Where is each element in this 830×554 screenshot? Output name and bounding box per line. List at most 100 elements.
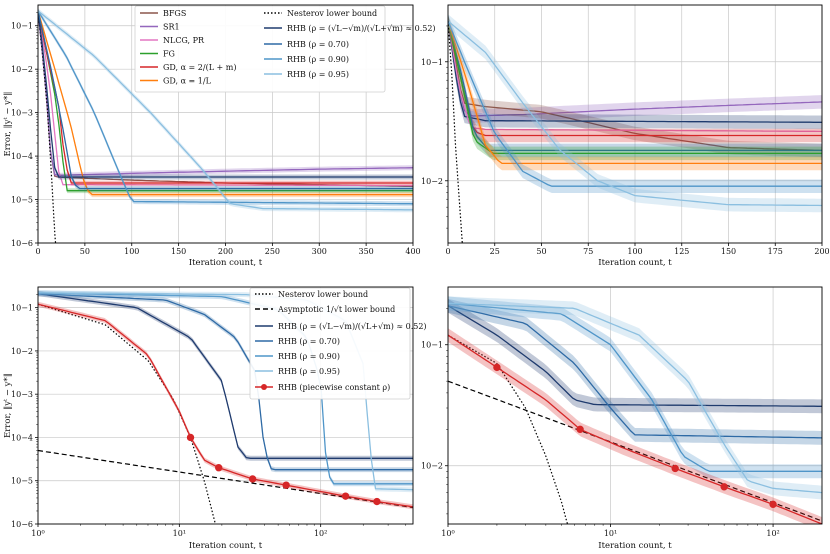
series-line (38, 303, 216, 524)
legend-label: RHB (ρ = 0.95) (278, 367, 340, 376)
x-tick-label: 25 (490, 247, 500, 256)
y-tick-label: 10−2 (421, 462, 443, 471)
series-line (38, 10, 413, 205)
series-line (38, 10, 57, 243)
x-tick-label: 10¹ (604, 529, 617, 538)
legend-label: RHB (ρ = 0.70) (287, 40, 349, 49)
y-tick-label: 10−3 (11, 390, 33, 399)
axes-frame (447, 4, 823, 244)
legend-label: RHB (ρ = 0.70) (278, 337, 340, 346)
x-axis-label: Iteration count, t (189, 258, 263, 268)
x-tick-label: 0 (35, 247, 40, 256)
x-tick-label: 400 (405, 247, 420, 256)
legend-entry: BFGS (140, 9, 186, 18)
legend-marker (261, 384, 267, 390)
x-tick-label: 175 (768, 247, 783, 256)
x-tick-label: 75 (583, 247, 593, 256)
series-line (38, 10, 413, 196)
series-group (448, 296, 822, 524)
x-tick-label: 200 (814, 247, 829, 256)
x-tick-label: 50 (536, 247, 546, 256)
legend-entry: Asymptotic 1/√t lower bound (255, 305, 395, 314)
x-tick-label: 125 (674, 247, 689, 256)
legend-label: RHB (ρ = 0.90) (278, 352, 340, 361)
series-line (38, 10, 413, 176)
series-line (448, 305, 822, 439)
series-line (448, 305, 822, 407)
x-axis-label: Iteration count, t (189, 541, 263, 551)
series-marker (248, 475, 257, 483)
panel-bottom-right: 10−2 10−1 10⁰ 10¹ 10² Iteration count, t (421, 286, 823, 551)
x-tick-label: 10² (314, 529, 327, 538)
series-line (38, 449, 413, 509)
series-group (448, 14, 822, 243)
x-axis-label: Iteration count, t (598, 541, 672, 551)
series-band (448, 14, 822, 143)
legend-entry: Nesterov lower bound (255, 290, 368, 299)
x-tick-label: 0 (445, 247, 450, 256)
x-tick-label: 350 (358, 247, 373, 256)
series-line (448, 20, 822, 165)
legend-entry: RHB (piecewise constant ρ) (255, 383, 390, 392)
series-line (38, 10, 413, 187)
x-tick-label: 250 (265, 247, 280, 256)
y-tick-label: 10−1 (11, 304, 33, 313)
x-tick-label: 10⁰ (441, 529, 454, 538)
series-line (38, 10, 413, 190)
series-band (448, 298, 822, 414)
x-tick-label: 10⁰ (31, 529, 44, 538)
y-tick-label: 10−1 (421, 341, 443, 350)
y-axis-label: Error, ‖yᵗ − y*‖ (3, 92, 13, 157)
legend-entry: SR1 (140, 23, 180, 32)
series-line (38, 293, 413, 471)
series-line (448, 20, 822, 117)
series-line (448, 20, 822, 152)
series-line (448, 20, 822, 123)
axes-frame (447, 286, 823, 525)
series-line (38, 10, 413, 211)
series-band (38, 301, 413, 510)
legend-bottom (249, 287, 411, 400)
series-line (38, 10, 413, 192)
legend-label: Nesterov lower bound (287, 9, 377, 18)
y-tick-label: 10−5 (11, 196, 33, 205)
x-axis-label: Iteration count, t (598, 258, 672, 268)
legend-label: RHB (piecewise constant ρ) (278, 383, 390, 392)
series-marker (282, 481, 290, 489)
legend-entry: RHB (ρ = 0.95) (255, 367, 340, 376)
series-line (448, 302, 822, 472)
y-tick-label: 10−3 (11, 109, 33, 118)
series-band (448, 298, 822, 445)
legend-entry: RHB (ρ = 0.90) (255, 352, 340, 361)
series-marker (769, 500, 777, 509)
y-tick-label: 10−6 (11, 520, 33, 529)
y-tick-label: 10−4 (11, 152, 33, 161)
x-tick-label: 100 (124, 247, 139, 256)
x-tick-label: 10¹ (173, 529, 186, 538)
series-marker (493, 363, 501, 372)
series-marker (576, 425, 584, 434)
y-tick-label: 10−6 (11, 239, 33, 248)
legend-label: Nesterov lower bound (278, 290, 368, 299)
series-line (448, 334, 569, 524)
legend-entry: NLCG, PR (140, 36, 205, 45)
x-tick-label: 300 (312, 247, 327, 256)
y-tick-label: 10−2 (11, 347, 33, 356)
series-line (448, 20, 822, 133)
series-line (38, 292, 413, 485)
legend-entry: GD, α = 2/(L + m) (140, 63, 237, 72)
legend-entry: RHB (ρ = 0.70) (264, 40, 349, 49)
legend-label: SR1 (163, 23, 180, 32)
series-line (448, 20, 822, 187)
legend-entry: FG (140, 50, 175, 59)
series-line (448, 302, 822, 494)
series-line (448, 380, 822, 522)
legend-entry: RHB (ρ = 0.90) (264, 55, 349, 64)
legend-entry: GD, α = 1/L (140, 77, 212, 86)
legend-label: BFGS (163, 9, 186, 18)
legend-label: RHB (ρ = 0.90) (287, 55, 349, 64)
series-band (448, 14, 822, 158)
axes-frame (37, 286, 414, 525)
panel-bottom-left: 10−6 10−5 10−4 10−3 10−2 10−1 10⁰ 10¹ 10² Iterati… (3, 286, 414, 551)
